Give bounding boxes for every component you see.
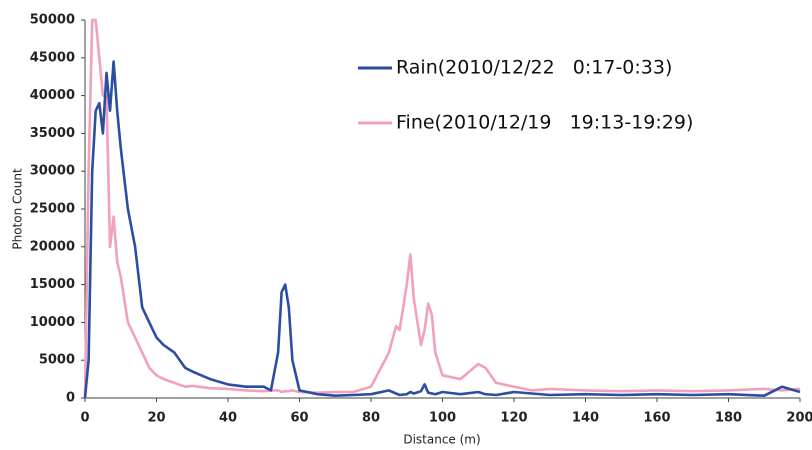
y-tick-label: 40000 [30,88,75,103]
y-tick-label: 45000 [30,50,75,65]
y-tick-label: 50000 [30,13,75,28]
y-tick-label: 25000 [30,202,75,217]
y-tick-label: 20000 [30,239,75,254]
x-tick-label: 20 [147,411,165,426]
y-tick-label: 30000 [30,164,75,179]
y-tick-label: 0 [66,391,75,406]
x-tick-label: 140 [572,411,599,426]
x-tick-label: 40 [219,411,237,426]
x-tick-label: 160 [643,411,670,426]
legend-label: Fine(2010/12/19 19:13-19:29) [396,112,693,134]
x-tick-label: 200 [786,411,812,426]
x-tick-label: 0 [80,411,89,426]
x-tick-label: 120 [500,411,527,426]
y-tick-label: 15000 [30,277,75,292]
x-tick-label: 60 [290,411,308,426]
y-tick-label: 10000 [30,315,75,330]
x-tick-label: 80 [362,411,380,426]
series-line [83,60,801,399]
x-axis-label: Distance (m) [403,433,480,447]
x-tick-label: 100 [429,411,456,426]
y-tick-label: 5000 [39,353,75,368]
y-tick-label: 35000 [30,126,75,141]
legend-label: Rain(2010/12/22 0:17-0:33) [396,57,672,79]
y-axis-label: Photon Count [11,168,25,250]
x-tick-label: 180 [715,411,742,426]
